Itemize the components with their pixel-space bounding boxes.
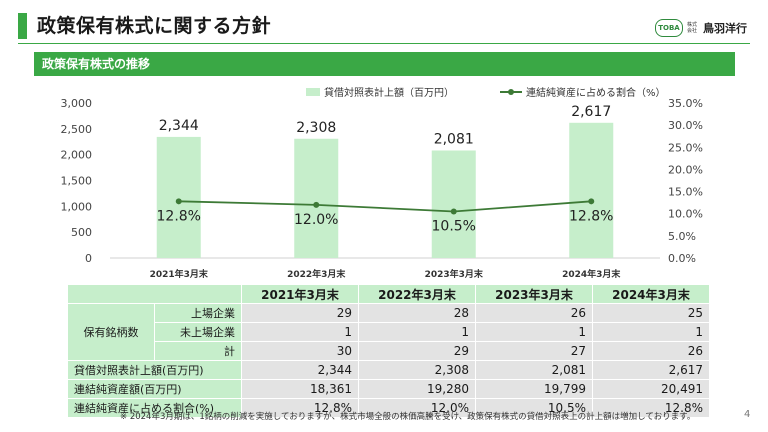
y-left-tick-label: 1,000 [61, 200, 93, 213]
table-row-label: 上場企業 [154, 303, 242, 323]
table-cell: 30 [241, 341, 359, 361]
bar [294, 138, 339, 258]
y-left-tick-label: 2,000 [61, 149, 93, 162]
y-right-tick-label: 15.0% [668, 186, 703, 199]
ratio-point [313, 201, 320, 208]
table-cell: 28 [358, 303, 476, 323]
table-cell: 10.5% [475, 398, 593, 418]
ratio-value-label: 12.8% [157, 208, 201, 224]
table-corner [67, 284, 242, 304]
y-left-tick-label: 500 [71, 226, 92, 239]
bar [431, 150, 476, 258]
table-row: 連結純資産に占める割合(%) 12.8% 12.0% 10.5% 12.8% [67, 398, 710, 418]
table-row-label: 連結純資産に占める割合(%) [67, 398, 242, 418]
ratio-value-label: 12.0% [294, 212, 338, 228]
table-cell: 29 [358, 341, 476, 361]
logo-name: 鳥羽洋行 [703, 22, 747, 35]
y-right-tick-label: 10.0% [668, 208, 703, 221]
x-category-label: 2023年3月末 [425, 268, 484, 280]
y-right-tick-label: 35.0% [668, 97, 703, 110]
ratio-value-label: 12.8% [569, 208, 613, 224]
table-cell: 19,799 [475, 379, 593, 399]
table-cell: 1 [592, 322, 710, 342]
title-divider [18, 43, 750, 44]
ratio-point [450, 208, 457, 215]
table-header-cell: 2022年3月末 [358, 284, 476, 304]
section-title: 政策保有株式の推移 [34, 52, 735, 76]
y-right-tick-label: 30.0% [668, 119, 703, 132]
legend-line-swatch [500, 88, 522, 95]
x-category-label: 2021年3月末 [150, 268, 209, 280]
table-header-cell: 2024年3月末 [592, 284, 710, 304]
legend-bar-swatch [306, 87, 320, 96]
logo-mark: TOBA [655, 19, 683, 37]
ratio-point [175, 198, 182, 205]
title-accent-bar [18, 13, 27, 39]
y-left-tick-label: 1,500 [61, 175, 93, 188]
table-cell: 12.8% [592, 398, 710, 418]
table-group-label: 保有銘柄数 [67, 303, 155, 361]
data-table: 2021年3月末 2022年3月末 2023年3月末 2024年3月末 保有銘柄… [67, 284, 710, 418]
table-cell: 2,617 [592, 360, 710, 380]
table-row-label: 未上場企業 [154, 322, 242, 342]
table-cell: 2,344 [241, 360, 359, 380]
table-cell: 27 [475, 341, 593, 361]
table-cell: 19,280 [358, 379, 476, 399]
table-cell: 1 [358, 322, 476, 342]
table-row-label: 貸借対照表計上額(百万円) [67, 360, 242, 380]
table-cell: 2,081 [475, 360, 593, 380]
legend-line-label: 連結純資産に占める割合（%） [526, 88, 666, 99]
table-cell: 18,361 [241, 379, 359, 399]
ratio-value-label: 10.5% [432, 219, 476, 235]
y-right-tick-label: 25.0% [668, 141, 703, 154]
table-cell: 25 [592, 303, 710, 323]
x-category-label: 2024年3月末 [562, 268, 621, 280]
table-header-cell: 2023年3月末 [475, 284, 593, 304]
table-cell: 2,308 [358, 360, 476, 380]
table-cell: 1 [241, 322, 359, 342]
legend-bar-label: 貸借対照表計上額（百万円） [324, 88, 454, 99]
ratio-point [588, 198, 595, 205]
y-right-tick-label: 5.0% [668, 230, 696, 243]
table-row: 計 30 29 27 26 [68, 341, 710, 361]
table-row: 未上場企業 1 1 1 1 [68, 322, 710, 342]
bar [156, 136, 201, 258]
page-title: 政策保有株式に関する方針 [37, 15, 272, 37]
table-row-label: 連結純資産額(百万円) [67, 379, 242, 399]
table-cell: 26 [592, 341, 710, 361]
table-row: 保有銘柄数 上場企業 29 28 26 25 [67, 303, 710, 361]
bar-value-label: 2,081 [434, 131, 474, 147]
y-right-tick-label: 0.0% [668, 252, 696, 265]
table-cell: 26 [475, 303, 593, 323]
y-left-tick-label: 3,000 [61, 97, 93, 110]
bar [569, 122, 614, 258]
y-left-tick-label: 0 [85, 252, 92, 265]
y-right-tick-label: 20.0% [668, 163, 703, 176]
ratio-line [178, 200, 592, 213]
table-row: 連結純資産額(百万円) 18,361 19,280 19,799 20,491 [67, 379, 710, 399]
legend-bar-entry: 貸借対照表計上額（百万円） [306, 84, 454, 99]
table-cell: 20,491 [592, 379, 710, 399]
legend-line-entry: 連結純資産に占める割合（%） [500, 84, 666, 99]
combo-chart: 3,000 2,500 2,000 1,500 1,000 500 0 35.0% 30.0% 2… [61, 97, 703, 280]
y-left-tick-label: 2,500 [61, 123, 93, 136]
company-logo: TOBA 株式会社 鳥羽洋行 [655, 17, 747, 39]
logo-small-text: 株式会社 [687, 22, 698, 34]
footnote: ※ 2024年3月期は、1銘柄の削減を実施しておりますが、株式市場全般の株価高騰… [120, 412, 696, 422]
x-category-label: 2022年3月末 [287, 268, 346, 280]
bar-value-label: 2,344 [159, 118, 199, 134]
table-row: 貸借対照表計上額(百万円) 2,344 2,308 2,081 2,617 [67, 360, 710, 380]
table-cell: 1 [475, 322, 593, 342]
table-row-label: 計 [154, 341, 242, 361]
table-cell: 29 [241, 303, 359, 323]
bar-value-label: 2,617 [571, 104, 611, 120]
page-number: 4 [744, 409, 751, 420]
table-header-cell: 2021年3月末 [241, 284, 359, 304]
bar-value-label: 2,308 [296, 120, 336, 136]
table-header-row: 2021年3月末 2022年3月末 2023年3月末 2024年3月末 [67, 284, 710, 304]
